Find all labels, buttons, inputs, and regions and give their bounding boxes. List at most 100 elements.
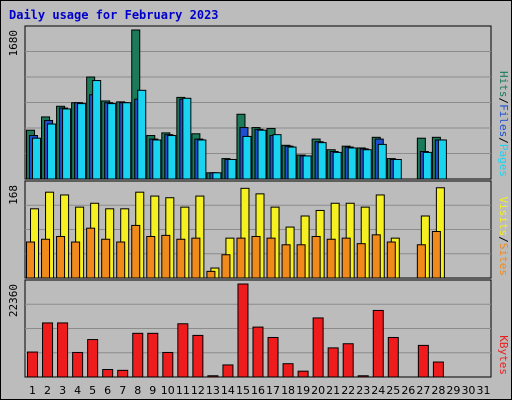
- pages-bar-4: [77, 103, 87, 180]
- legend-label-files: Files: [497, 104, 510, 137]
- kbytes-bar-16: [252, 326, 264, 378]
- sites-bar-7: [116, 241, 126, 279]
- x-tick-label-5: 5: [89, 384, 96, 397]
- kbytes-bar-13: [207, 375, 219, 378]
- pages-bar-5: [92, 80, 102, 180]
- x-tick-label-18: 18: [281, 384, 295, 397]
- pages-bar-27: [422, 151, 432, 180]
- kbytes-bar-1: [27, 351, 39, 378]
- legend-3: KBytes: [497, 335, 510, 375]
- pages-bar-17: [272, 134, 282, 180]
- kbytes-bar-9: [147, 332, 159, 378]
- x-tick-label-11: 11: [176, 384, 190, 397]
- x-tick-label-9: 9: [149, 384, 156, 397]
- sites-bar-3: [56, 235, 66, 279]
- kbytes-bar-28: [432, 361, 444, 378]
- kbytes-bar-18: [282, 363, 294, 378]
- kbytes-bar-23: [357, 375, 369, 378]
- sites-bar-12: [191, 237, 201, 279]
- x-tick-label-3: 3: [59, 384, 66, 397]
- sites-bar-1: [26, 241, 36, 279]
- kbytes-bar-25: [387, 336, 399, 378]
- pages-bar-20: [317, 142, 327, 180]
- kbytes-bar-2: [42, 322, 54, 378]
- sites-bar-9: [146, 235, 156, 279]
- y-max-label-2: 168: [7, 185, 20, 205]
- sites-bar-13: [206, 270, 216, 279]
- sites-bar-20: [311, 235, 321, 279]
- x-tick-label-30: 30: [461, 384, 475, 397]
- sites-bar-4: [71, 241, 81, 279]
- pages-bar-10: [167, 135, 177, 180]
- pages-bar-13: [212, 172, 222, 180]
- pages-bar-19: [302, 155, 312, 180]
- sites-bar-2: [41, 238, 51, 279]
- legend-1: Hits/Files/Pages: [497, 71, 510, 177]
- x-tick-label-26: 26: [401, 384, 415, 397]
- pages-bar-24: [377, 143, 387, 180]
- pages-bar-6: [107, 103, 117, 180]
- pages-bar-3: [62, 108, 72, 180]
- x-tick-label-14: 14: [221, 384, 235, 397]
- sites-bar-6: [101, 238, 111, 279]
- pages-bar-28: [437, 139, 447, 180]
- legend-label-sites: Sites: [497, 243, 510, 276]
- pages-bar-7: [122, 102, 132, 180]
- y-max-label-3: 22360: [7, 284, 20, 317]
- pages-bar-11: [182, 97, 192, 180]
- kbytes-bar-11: [177, 323, 189, 378]
- legend-label-kbytes: KBytes: [497, 335, 510, 375]
- pages-bar-1: [32, 137, 42, 180]
- sites-bar-28: [431, 231, 441, 279]
- sites-bar-15: [236, 237, 246, 279]
- chart-title: Daily usage for February 2023: [9, 8, 219, 22]
- kbytes-bar-12: [192, 334, 204, 378]
- x-tick-label-10: 10: [161, 384, 175, 397]
- sites-bar-22: [341, 237, 351, 279]
- pages-bar-25: [392, 158, 402, 180]
- x-tick-label-19: 19: [296, 384, 310, 397]
- pages-bar-23: [362, 149, 372, 180]
- sites-bar-11: [176, 238, 186, 279]
- sites-bar-10: [161, 234, 171, 279]
- sites-bar-18: [281, 244, 291, 279]
- x-tick-label-2: 2: [44, 384, 51, 397]
- x-tick-label-27: 27: [416, 384, 430, 397]
- kbytes-bar-24: [372, 309, 384, 378]
- x-tick-label-25: 25: [386, 384, 400, 397]
- x-tick-label-7: 7: [119, 384, 126, 397]
- kbytes-bar-10: [162, 351, 174, 378]
- legend-label-hits: Hits: [497, 71, 510, 98]
- kbytes-bar-5: [87, 339, 99, 378]
- kbytes-bar-4: [72, 351, 84, 378]
- kbytes-bar-27: [417, 344, 429, 378]
- sites-bar-19: [296, 244, 306, 279]
- kbytes-bar-17: [267, 336, 279, 378]
- x-tick-label-15: 15: [236, 384, 250, 397]
- x-tick-label-1: 1: [29, 384, 36, 397]
- kbytes-bar-3: [57, 322, 69, 378]
- pages-bar-8: [137, 89, 147, 180]
- kbytes-bar-20: [312, 317, 324, 378]
- kbytes-bar-8: [132, 332, 144, 378]
- legend-label-visits: Visits: [497, 197, 510, 237]
- legend-2: Visits/Sites: [497, 197, 510, 277]
- sites-bar-5: [86, 227, 96, 279]
- pages-bar-14: [227, 158, 237, 180]
- x-tick-label-16: 16: [251, 384, 265, 397]
- kbytes-bar-19: [297, 370, 309, 378]
- x-tick-label-21: 21: [326, 384, 340, 397]
- x-tick-label-24: 24: [371, 384, 385, 397]
- x-tick-label-6: 6: [104, 384, 111, 397]
- pages-bar-16: [257, 129, 267, 180]
- x-tick-label-17: 17: [266, 384, 280, 397]
- pages-bar-12: [197, 139, 207, 180]
- x-tick-label-13: 13: [206, 384, 220, 397]
- legend-label-pages: Pages: [497, 144, 510, 177]
- sites-bar-24: [371, 234, 381, 279]
- sites-bar-23: [356, 243, 366, 279]
- pages-bar-18: [287, 146, 297, 180]
- sites-bar-21: [326, 238, 336, 279]
